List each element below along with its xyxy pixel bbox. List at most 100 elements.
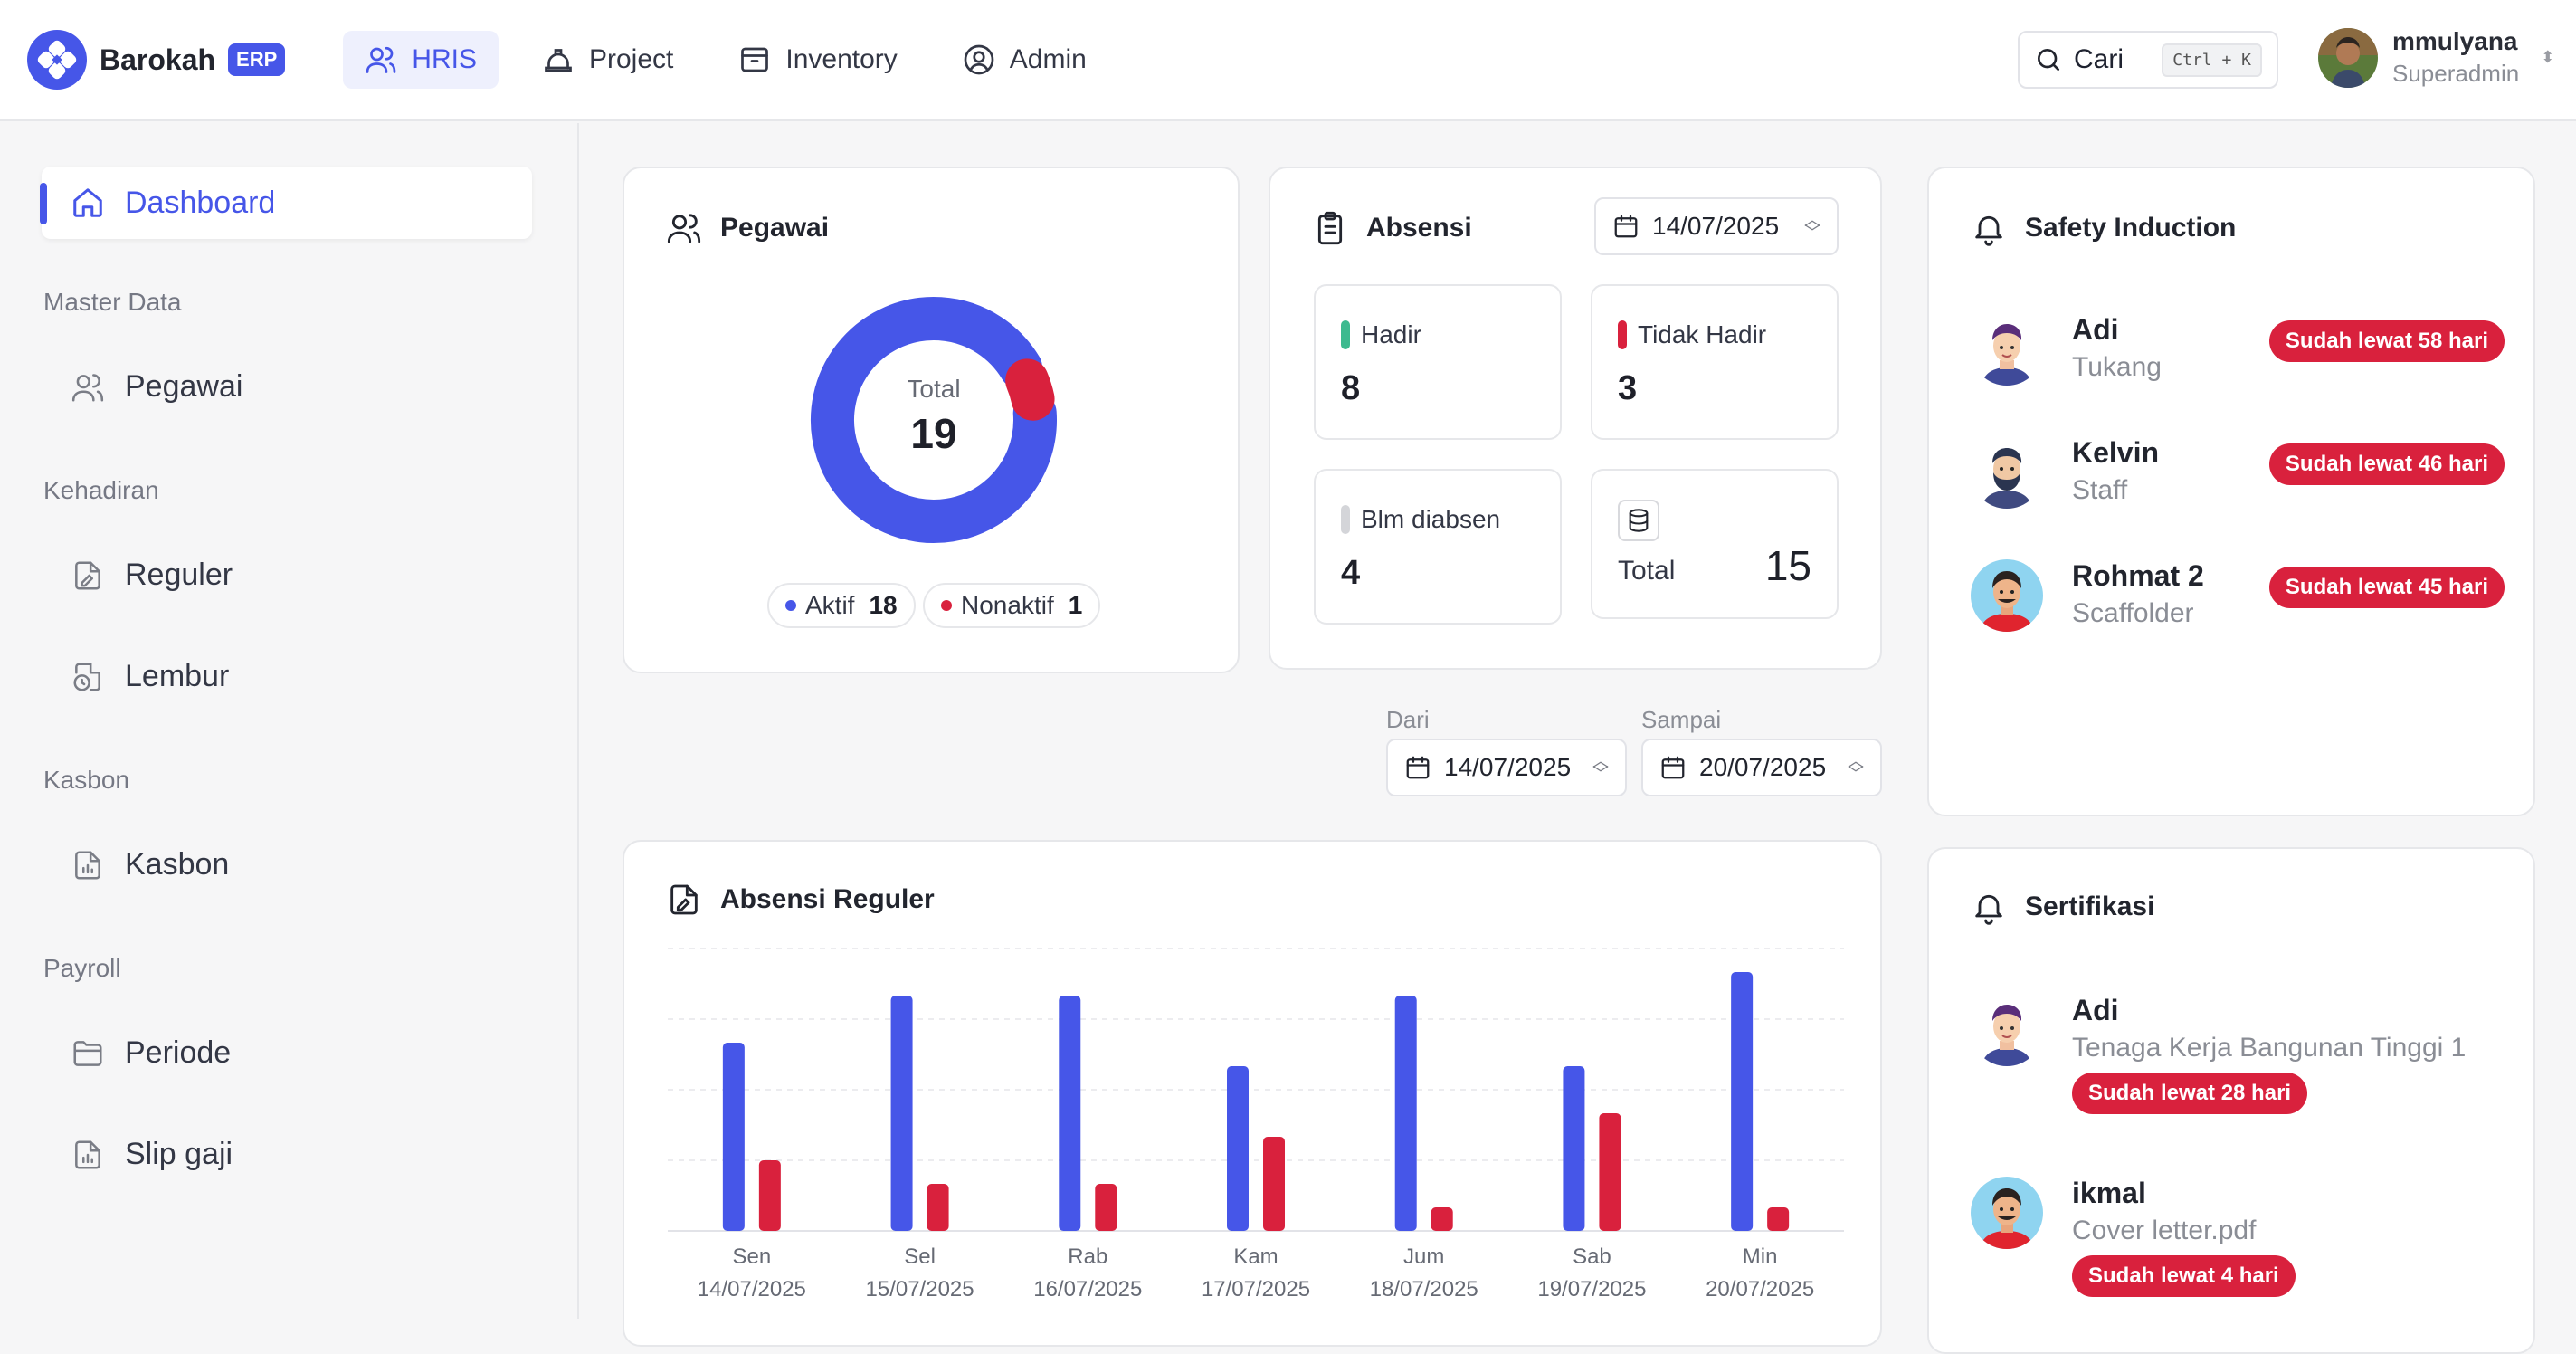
sidebar-item-label: Reguler [125,558,233,592]
chart-bar[interactable] [1059,996,1081,1231]
folder-icon [73,1040,102,1066]
file-chart-icon [75,1139,100,1169]
brand[interactable]: Barokah ERP [27,30,286,90]
donut-slice-aktif[interactable] [811,297,1057,543]
sidebar-item-kasbon[interactable]: Kasbon [71,847,229,882]
chart-bar[interactable] [927,1184,949,1231]
chevron-updown-icon: ︿ ﹀ [1592,752,1609,783]
user-menu[interactable]: mmulyana Superadmin ⬍ [2318,27,2554,88]
sidebar-item-dashboard[interactable]: Dashboard [40,167,532,239]
top-navbar: Barokah ERP HRIS Project Inventory Admin [0,0,2576,121]
avatar [2318,27,2378,88]
user-name: mmulyana [2392,27,2518,55]
sidebar-group-payroll: Payroll [43,954,121,982]
x-tick-day: Min [1743,1244,1778,1269]
person-info: ikmal Cover letter.pdf Sudah lewat 4 hari [2072,1177,2505,1297]
x-tick-day: Rab [1068,1244,1107,1269]
nav-inventory[interactable]: Inventory [717,31,918,89]
certificate-name: Cover letter.pdf [2072,1216,2257,1245]
sidebar-item-lembur[interactable]: Lembur [71,659,229,694]
avatar [1971,994,2043,1066]
chart-bar[interactable] [1095,1184,1117,1231]
card-title: Pegawai [666,210,829,246]
list-item[interactable]: Kelvin Staff Sudah lewat 46 hari [1971,436,2505,509]
calendar-icon [1406,756,1430,779]
pegawai-donut-chart [811,297,1057,543]
sidebar-item-slip-gaji[interactable]: Slip gaji [71,1137,233,1172]
chart-bar[interactable] [1227,1066,1249,1231]
nav-hris[interactable]: HRIS [343,31,499,89]
stat-value: 15 [1764,542,1811,589]
x-tick-day: Sel [904,1244,936,1269]
card-title-text: Pegawai [720,213,830,243]
nav-admin[interactable]: Admin [941,31,1108,89]
card-title-text: Absensi [1366,213,1472,243]
list-item[interactable]: Adi Tukang Sudah lewat 58 hari [1971,313,2505,386]
stat-label: Blm diabsen [1341,505,1500,534]
nav-label: Inventory [785,44,898,74]
person-name: Adi [2072,994,2119,1026]
legend-value: 1 [1068,591,1083,619]
chart-bar[interactable] [1263,1137,1285,1231]
x-tick-date: 18/07/2025 [1370,1277,1478,1302]
search-button[interactable]: Cari Ctrl + K [2018,31,2278,89]
stat-hadir: Hadir 8 [1314,284,1562,440]
box-icon [741,47,769,72]
search-label: Cari [2074,44,2124,74]
avatar [1971,1177,2043,1249]
chart-bar[interactable] [758,1160,781,1231]
chart-bar[interactable] [1394,996,1417,1231]
search-icon [2038,49,2059,71]
range-from-picker[interactable]: 14/07/2025 ︿ ﹀ [1386,739,1627,796]
absensi-reguler-card: Absensi Reguler Sen 14/07/2025 Sel 15/07/20… [623,840,1882,1347]
chart-bar[interactable] [1767,1207,1790,1231]
card-title: Absensi [1312,210,1472,246]
card-title-text: Safety Induction [2025,213,2237,243]
absensi-date-picker[interactable]: 14/07/2025 ︿ ﹀ [1594,197,1839,255]
x-tick-day: Sab [1573,1244,1611,1269]
avatar [1971,313,2043,386]
chart-bar[interactable] [722,1043,745,1231]
helmet-icon [545,49,572,72]
sertifikasi-card: Sertifikasi Adi Tenaga Kerja Bangunan Tin… [1927,847,2535,1354]
chart-bar[interactable] [890,996,913,1231]
stat-label: Total [1618,556,1676,586]
calendar-icon [1661,756,1685,779]
list-item[interactable]: Rohmat 2 Scaffolder Sudah lewat 45 hari [1971,559,2505,632]
stat-value: 4 [1341,554,1361,592]
pegawai-card: Pegawai Total 19 Aktif 18 Nonaktif 1 [623,167,1240,673]
main-nav: HRIS Project Inventory Admin [343,31,1108,89]
stat-total: Total 15 [1591,469,1839,619]
avatar [1971,436,2043,509]
sidebar-group-kehadiran: Kehadiran [43,476,159,504]
sidebar-item-label: Slip gaji [125,1137,233,1171]
status-badge: Sudah lewat 4 hari [2072,1255,2296,1297]
person-role: Scaffolder [2072,598,2194,628]
safety-induction-card: Safety Induction Adi Tukang Sudah lewat 58… [1927,167,2535,816]
sidebar-item-reguler[interactable]: Reguler [71,558,233,593]
stat-label: Tidak Hadir [1618,320,1766,349]
range-to-picker[interactable]: 20/07/2025 ︿ ﹀ [1641,739,1882,796]
database-icon [1618,500,1659,541]
calendar-icon [1614,215,1638,238]
legend-dot [941,600,952,611]
absensi-reguler-bar-chart: Sen 14/07/2025 Sel 15/07/2025 Rab 16/07/2025 K… [668,948,1844,1302]
stat-value: 3 [1618,369,1638,407]
person-info: Kelvin Staff [2072,436,2240,509]
list-item[interactable]: Adi Tenaga Kerja Bangunan Tinggi 1 Sudah l… [1971,994,2505,1114]
list-item[interactable]: ikmal Cover letter.pdf Sudah lewat 4 hari [1971,1177,2505,1297]
donut-slice-nonaktif[interactable] [1005,358,1055,421]
file-signature-icon [75,560,100,590]
chart-bar[interactable] [1731,972,1754,1231]
chart-bar[interactable] [1599,1113,1621,1231]
person-name: Kelvin [2072,436,2160,469]
legend-label: Nonaktif [961,591,1054,619]
sidebar-item-periode[interactable]: Periode [71,1035,231,1071]
file-signature-icon [670,884,698,915]
sidebar-item-pegawai[interactable]: Pegawai [71,369,242,405]
card-title-text: Absensi Reguler [720,884,935,914]
chart-bar[interactable] [1431,1207,1453,1231]
chart-bar[interactable] [1563,1066,1585,1231]
nav-project[interactable]: Project [520,31,695,89]
donut-total-value: 19 [910,410,957,457]
